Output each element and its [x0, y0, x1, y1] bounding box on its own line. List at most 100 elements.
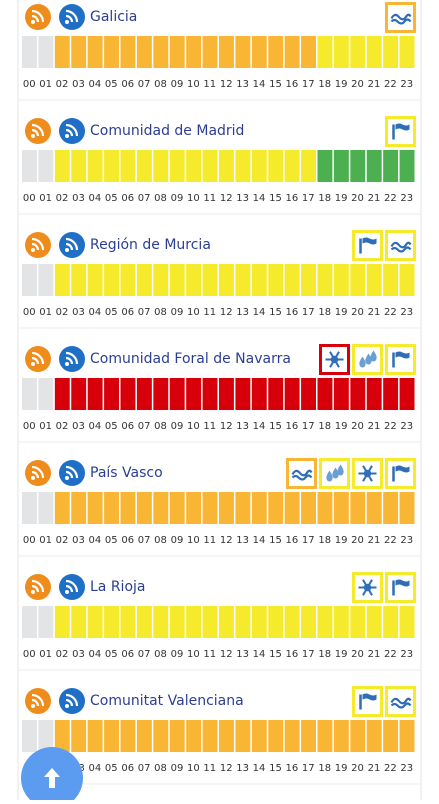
region-block: Galicia 00 01 02 03 04 05 06 07 08 09 10 11 12 13 14 15 1…: [18, 2, 421, 101]
glyph: [359, 356, 366, 368]
glyph: [365, 353, 372, 365]
hour-label: 21: [368, 649, 381, 660]
hour-label: 14: [253, 421, 266, 432]
hour-label: 03: [72, 307, 85, 318]
hour-label: 15: [269, 193, 282, 204]
hour-cell: [202, 264, 218, 296]
glyph: [363, 583, 372, 592]
subscribe-button[interactable]: [59, 460, 85, 486]
glyph: [395, 351, 410, 359]
rss-button[interactable]: [25, 232, 51, 258]
hour-cell: [87, 606, 103, 638]
hour-label: 20: [351, 535, 364, 546]
hour-label: 07: [138, 649, 151, 660]
hour-label: 14: [253, 649, 266, 660]
feed-dot: [31, 704, 35, 708]
rss-button[interactable]: [25, 118, 51, 144]
feed-dot: [65, 248, 69, 252]
hour-cell: [350, 492, 366, 524]
feed-circle: [59, 118, 85, 144]
hour-label: 23: [400, 79, 413, 90]
hour-label: 00: [23, 535, 36, 546]
warning-icon[interactable]: [385, 2, 416, 33]
hour-cell: [251, 378, 267, 410]
warning-icon[interactable]: [352, 230, 383, 261]
hour-cell: [87, 720, 103, 752]
hour-cell: [268, 378, 284, 410]
hour-cell: [169, 378, 185, 410]
hour-cell: [383, 492, 399, 524]
warning-frame: [385, 572, 416, 603]
hour-cell: [169, 36, 185, 68]
warning-icon[interactable]: [352, 344, 383, 375]
hour-label: 05: [105, 763, 118, 774]
region-name[interactable]: La Rioja: [90, 579, 145, 595]
hour-label: 03: [72, 649, 85, 660]
rss-button[interactable]: [25, 4, 51, 30]
hour-label: 16: [286, 763, 299, 774]
subscribe-button[interactable]: [59, 688, 85, 714]
subscribe-button[interactable]: [59, 4, 85, 30]
subscribe-button[interactable]: [59, 346, 85, 372]
hour-label: 05: [105, 421, 118, 432]
hour-cell: [235, 492, 251, 524]
hour-cell: [71, 606, 87, 638]
feed-circle: [25, 574, 51, 600]
rss-button[interactable]: [25, 574, 51, 600]
hour-cell: [22, 606, 37, 638]
hour-cell: [202, 150, 218, 182]
region-name[interactable]: País Vasco: [90, 465, 163, 481]
hour-label: 19: [335, 421, 348, 432]
warning-icon[interactable]: [385, 230, 416, 261]
region-name[interactable]: Región de Murcia: [90, 237, 211, 253]
warning-frame: [352, 230, 383, 261]
hour-cell: [186, 492, 202, 524]
hour-cell: [54, 720, 70, 752]
hour-cell: [120, 36, 136, 68]
glyph: [362, 465, 373, 482]
hour-cell: [235, 150, 251, 182]
feed-arc: [65, 9, 79, 23]
hour-label: 10: [187, 307, 200, 318]
warning-icon[interactable]: [352, 458, 383, 489]
region-name[interactable]: Comunidad Foral de Navarra: [90, 351, 291, 367]
warning-icon[interactable]: [385, 116, 416, 147]
hour-label: 16: [286, 421, 299, 432]
region-name[interactable]: Comunidad de Madrid: [90, 123, 244, 139]
hour-label: 00: [23, 193, 36, 204]
hour-cell: [235, 720, 251, 752]
warning-icon[interactable]: [286, 458, 317, 489]
warning-icon[interactable]: [352, 686, 383, 717]
hour-label: 20: [351, 79, 364, 90]
region-name[interactable]: Comunitat Valenciana: [90, 693, 244, 709]
hour-cell: [202, 36, 218, 68]
warning-icon[interactable]: [385, 572, 416, 603]
warning-icon[interactable]: [352, 572, 383, 603]
warning-icon[interactable]: [385, 686, 416, 717]
hour-label: 20: [351, 307, 364, 318]
hour-cell: [219, 606, 234, 638]
subscribe-button[interactable]: [59, 574, 85, 600]
hour-cell: [136, 720, 152, 752]
rss-button[interactable]: [25, 460, 51, 486]
hour-cell: [120, 606, 136, 638]
warning-icon[interactable]: [319, 344, 350, 375]
scroll-top-button[interactable]: [21, 747, 83, 804]
hour-label: 16: [286, 649, 299, 660]
warning-icon[interactable]: [385, 344, 416, 375]
subscribe-button[interactable]: [59, 118, 85, 144]
warning-icon[interactable]: [385, 458, 416, 489]
hour-cell: [251, 150, 267, 182]
region-name[interactable]: Galicia: [90, 9, 137, 25]
hour-cell: [120, 492, 136, 524]
warning-icon[interactable]: [319, 458, 350, 489]
subscribe-button[interactable]: [59, 232, 85, 258]
rss-button[interactable]: [25, 346, 51, 372]
rss-button[interactable]: [25, 688, 51, 714]
hour-label: 17: [302, 421, 315, 432]
hour-cell: [38, 264, 54, 296]
hour-label: 06: [121, 79, 134, 90]
hour-cell: [71, 720, 87, 752]
region-block: Comunidad Foral de Navarra 00 01 02 03 04 05 06…: [18, 344, 421, 443]
